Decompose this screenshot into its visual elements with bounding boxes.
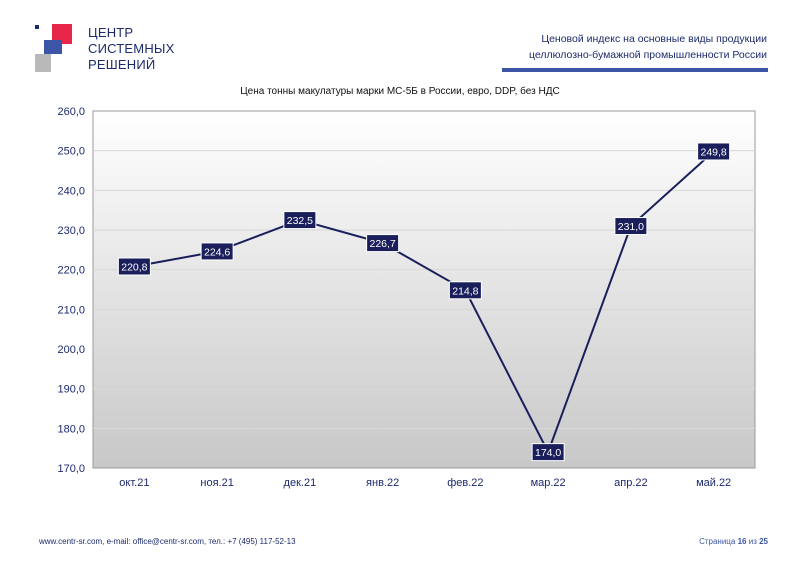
data-label: 249,8	[700, 146, 726, 158]
company-logo	[35, 24, 72, 72]
report-header: Ценовой индекс на основные виды продукци…	[467, 31, 767, 63]
logo-text: ЦЕНТР СИСТЕМНЫХ РЕШЕНИЙ	[88, 25, 175, 73]
x-tick-label: май.22	[696, 477, 731, 489]
y-tick-label: 230,0	[57, 225, 85, 237]
logo-line: СИСТЕМНЫХ	[88, 41, 175, 56]
logo-red-square-icon	[52, 24, 72, 44]
x-tick-label: янв.22	[366, 477, 399, 489]
x-tick-label: ноя.21	[200, 477, 233, 489]
logo-dot-icon	[35, 25, 39, 29]
footer-page-number: Страница 16 из 25	[699, 537, 768, 546]
data-point-marker	[366, 234, 400, 253]
data-point-marker	[531, 443, 565, 462]
data-point-marker	[200, 242, 234, 261]
x-tick-label: окт.21	[119, 477, 149, 489]
y-tick-label: 260,0	[57, 106, 85, 118]
logo-line: ЦЕНТР	[88, 25, 134, 40]
logo-line: РЕШЕНИЙ	[88, 57, 156, 72]
data-point-marker	[697, 142, 731, 161]
data-point-marker	[448, 281, 482, 300]
x-tick-label: апр.22	[614, 477, 647, 489]
data-label: 226,7	[369, 238, 395, 250]
x-tick-label: фев.22	[447, 477, 483, 489]
y-tick-label: 180,0	[57, 423, 85, 435]
logo-gray-square-icon	[35, 54, 51, 72]
y-tick-label: 190,0	[57, 384, 85, 396]
data-point-marker	[283, 211, 317, 230]
page-current: 16	[737, 537, 747, 546]
data-label: 231,0	[618, 221, 644, 233]
logo-blue-square-icon	[44, 40, 62, 54]
data-label: 214,8	[452, 285, 478, 297]
y-tick-label: 220,0	[57, 265, 85, 277]
x-tick-label: мар.22	[531, 477, 566, 489]
footer-contacts: www.centr-sr.com, e-mail: office@centr-s…	[39, 537, 296, 546]
y-tick-label: 200,0	[57, 344, 85, 356]
data-label: 174,0	[535, 447, 561, 459]
data-label: 232,5	[287, 215, 313, 227]
y-tick-label: 240,0	[57, 185, 85, 197]
plot-area	[92, 110, 756, 469]
report-header-line2: целлюлозно-бумажной промышленности Росси…	[528, 49, 767, 61]
chart-title: Цена тонны макулатуры марки МС-5Б в Росс…	[240, 86, 560, 97]
page-total: 25	[759, 537, 768, 546]
page-of: из	[748, 537, 757, 546]
page-word: Страница	[699, 537, 736, 546]
y-tick-label: 250,0	[57, 146, 85, 158]
y-tick-label: 170,0	[57, 463, 85, 475]
data-label: 220,8	[121, 261, 147, 273]
data-label: 224,6	[204, 246, 230, 258]
data-point-marker	[614, 217, 648, 236]
report-header-line1: Ценовой индекс на основные виды продукци…	[541, 33, 767, 45]
y-tick-label: 210,0	[57, 304, 85, 316]
x-tick-label: дек.21	[284, 477, 317, 489]
data-point-marker	[117, 257, 151, 276]
header-divider	[502, 68, 768, 72]
